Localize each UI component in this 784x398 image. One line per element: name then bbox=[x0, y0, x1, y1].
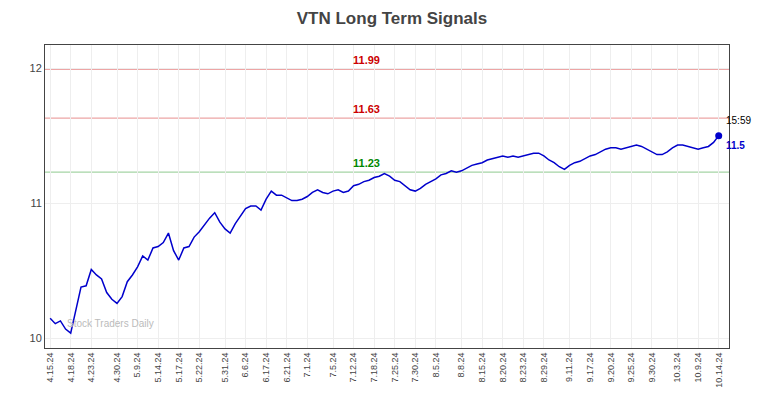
svg-text:8.20.24: 8.20.24 bbox=[498, 353, 508, 383]
svg-text:8.8.24: 8.8.24 bbox=[456, 353, 466, 378]
svg-text:5.9.24: 5.9.24 bbox=[132, 353, 142, 378]
svg-text:9.20.24: 9.20.24 bbox=[606, 353, 616, 383]
svg-text:7.1.24: 7.1.24 bbox=[302, 353, 312, 378]
svg-text:5.14.24: 5.14.24 bbox=[153, 353, 163, 383]
svg-text:6.6.24: 6.6.24 bbox=[240, 353, 250, 378]
svg-text:9.11.24: 9.11.24 bbox=[564, 353, 574, 382]
svg-text:8.5.24: 8.5.24 bbox=[431, 353, 441, 378]
svg-text:4.23.24: 4.23.24 bbox=[86, 353, 96, 383]
svg-text:9.30.24: 9.30.24 bbox=[647, 353, 657, 383]
svg-text:15:59: 15:59 bbox=[726, 115, 751, 126]
svg-text:4.30.24: 4.30.24 bbox=[112, 353, 122, 383]
svg-text:4.18.24: 4.18.24 bbox=[66, 353, 76, 383]
svg-text:7.5.24: 7.5.24 bbox=[328, 353, 338, 378]
svg-text:6.17.24: 6.17.24 bbox=[261, 353, 271, 383]
svg-text:7.12.24: 7.12.24 bbox=[348, 353, 358, 383]
svg-text:11.23: 11.23 bbox=[353, 157, 380, 169]
svg-text:11.5: 11.5 bbox=[726, 140, 745, 151]
svg-text:10.14.24: 10.14.24 bbox=[714, 353, 724, 388]
svg-text:12: 12 bbox=[30, 62, 42, 74]
svg-text:9.17.24: 9.17.24 bbox=[585, 353, 595, 383]
svg-text:7.30.24: 7.30.24 bbox=[410, 353, 420, 383]
svg-text:10: 10 bbox=[30, 332, 42, 344]
svg-text:6.21.24: 6.21.24 bbox=[282, 353, 292, 383]
svg-text:8.23.24: 8.23.24 bbox=[518, 353, 528, 383]
svg-text:9.25.24: 9.25.24 bbox=[626, 353, 636, 383]
svg-text:8.29.24: 8.29.24 bbox=[539, 353, 549, 383]
svg-text:7.25.24: 7.25.24 bbox=[390, 353, 400, 383]
svg-text:11.99: 11.99 bbox=[353, 54, 380, 66]
svg-text:8.15.24: 8.15.24 bbox=[477, 353, 487, 383]
svg-text:VTN Long Term Signals: VTN Long Term Signals bbox=[297, 9, 487, 28]
svg-text:7.18.24: 7.18.24 bbox=[369, 353, 379, 383]
svg-text:11.63: 11.63 bbox=[353, 103, 380, 115]
svg-text:11: 11 bbox=[30, 197, 41, 209]
svg-text:10.3.24: 10.3.24 bbox=[672, 353, 682, 383]
svg-text:10.9.24: 10.9.24 bbox=[693, 353, 703, 383]
svg-text:5.17.24: 5.17.24 bbox=[174, 353, 184, 383]
svg-text:5.31.24: 5.31.24 bbox=[220, 353, 230, 383]
svg-text:5.22.24: 5.22.24 bbox=[194, 353, 204, 383]
svg-text:Stock Traders Daily: Stock Traders Daily bbox=[67, 318, 154, 329]
svg-text:4.15.24: 4.15.24 bbox=[45, 353, 55, 383]
